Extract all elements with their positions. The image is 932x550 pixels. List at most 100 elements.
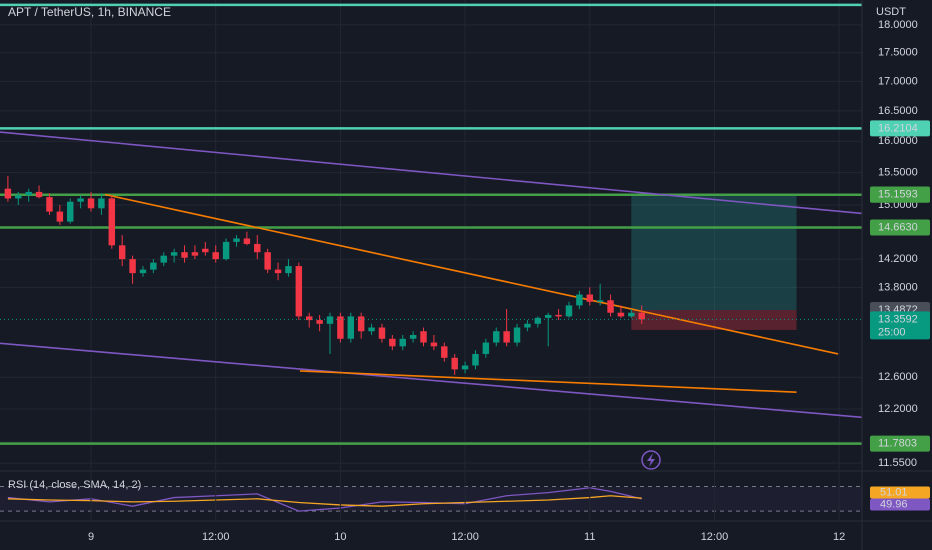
currency: USDT (876, 6, 906, 18)
x-tick-label: 12:00 (701, 531, 729, 543)
candle-body (628, 312, 635, 317)
candle-body (493, 331, 500, 343)
candle-body (67, 201, 74, 222)
y-tick-label: 16.5000 (878, 105, 918, 117)
candle-body (222, 241, 230, 260)
candle-body (524, 323, 531, 328)
x-tick-label: 12:00 (451, 531, 479, 543)
candle-body (503, 331, 510, 343)
candle-body (46, 197, 53, 212)
level-box (870, 219, 930, 236)
x-tick-label: 11 (584, 531, 595, 543)
candle-body (441, 346, 448, 358)
level-box (870, 120, 930, 137)
level-box (870, 435, 930, 452)
candle-body (98, 198, 105, 209)
candle-body (389, 338, 396, 347)
countdown-label: 25:00 (878, 326, 906, 338)
x-tick-label: 9 (88, 531, 94, 543)
candle-body (181, 252, 188, 258)
candle-body (409, 334, 417, 339)
candle-body (513, 327, 521, 343)
candle-body (451, 357, 458, 370)
candle-body (264, 252, 271, 270)
candle-body (596, 300, 604, 302)
candle-body (118, 245, 126, 260)
candle-body (347, 316, 355, 339)
level-label: 14.6630 (878, 221, 918, 233)
candle-body (15, 195, 22, 199)
rsi-value-label: 51.01 (880, 486, 908, 498)
candle-body (565, 305, 573, 317)
candle-body (254, 243, 261, 253)
y-tick-label: 12.6000 (878, 371, 918, 383)
candle-body (378, 327, 386, 339)
candle-body (295, 266, 303, 317)
target-box (870, 186, 930, 203)
candle-body (430, 342, 438, 347)
candle-body (326, 316, 334, 324)
y-tick-label: 13.8000 (878, 281, 918, 293)
candle-body (202, 248, 209, 253)
candle-body (617, 312, 625, 317)
candle-body (56, 211, 64, 222)
candle-body (607, 300, 614, 313)
candle-body (160, 255, 167, 263)
candle-body (285, 266, 292, 274)
candle-body (576, 294, 583, 306)
rsi-value-box (870, 498, 930, 511)
candle-body (170, 252, 178, 256)
y-tick-label: 17.5000 (878, 47, 918, 59)
candle-body (555, 314, 562, 317)
candle-body (77, 198, 84, 202)
position-target-zone (631, 194, 797, 310)
candle-body (306, 316, 313, 321)
candle-body (25, 191, 32, 196)
candle-body (586, 294, 593, 302)
rsi-pane (0, 486, 862, 512)
trend-line (104, 193, 839, 355)
candle-body (274, 269, 282, 274)
candle-body (461, 365, 469, 370)
y-tick-label: 15.5000 (878, 167, 918, 179)
rsi-value-box (870, 486, 930, 499)
candle-body (357, 316, 365, 332)
candle-body (472, 353, 479, 366)
y-tick-label: 12.2000 (878, 403, 918, 415)
rsi-band (0, 486, 862, 512)
x-tick-label: 12:00 (202, 531, 230, 543)
trend-line (299, 370, 797, 394)
level-label: 16.2104 (878, 122, 918, 134)
x-tick-label: 12 (833, 531, 845, 543)
candle-body (108, 198, 116, 246)
rsi-value-label: 49.96 (880, 498, 908, 510)
trend-line (0, 131, 862, 215)
symbol-title: APT / TetherUS, 1h, BINANCE (8, 5, 171, 19)
last-price-box (870, 311, 930, 340)
candle-body (139, 269, 147, 274)
position-stop-zone (631, 309, 797, 330)
last-price-label: 13.3592 (878, 313, 918, 325)
candle-body (368, 327, 375, 332)
level-label: 11.7803 (878, 438, 917, 450)
candle-body (212, 252, 219, 260)
price-axis: 18.0000 17.5000 17.0000 16.5000 16.0000 15.50… (870, 19, 930, 511)
candle-body (150, 262, 157, 270)
candle-body (87, 198, 95, 209)
candle-body (534, 317, 542, 324)
y-tick-label: 17.0000 (878, 75, 918, 87)
candle-body (191, 252, 199, 256)
candle-body (337, 316, 344, 339)
y-tick-label: 11.5500 (878, 457, 917, 469)
candle-body (482, 342, 490, 354)
rsi-title: RSI (14, close, SMA, 14, 2) (8, 479, 141, 491)
candle-body (399, 338, 406, 347)
target-label: 15.1593 (878, 188, 918, 200)
candle-body (638, 312, 645, 320)
candle-body (129, 259, 136, 274)
alert-icon[interactable] (641, 450, 661, 470)
candle-body (35, 191, 43, 198)
y-tick-label: 18.0000 (878, 19, 918, 31)
x-tick-label: 10 (334, 531, 346, 543)
